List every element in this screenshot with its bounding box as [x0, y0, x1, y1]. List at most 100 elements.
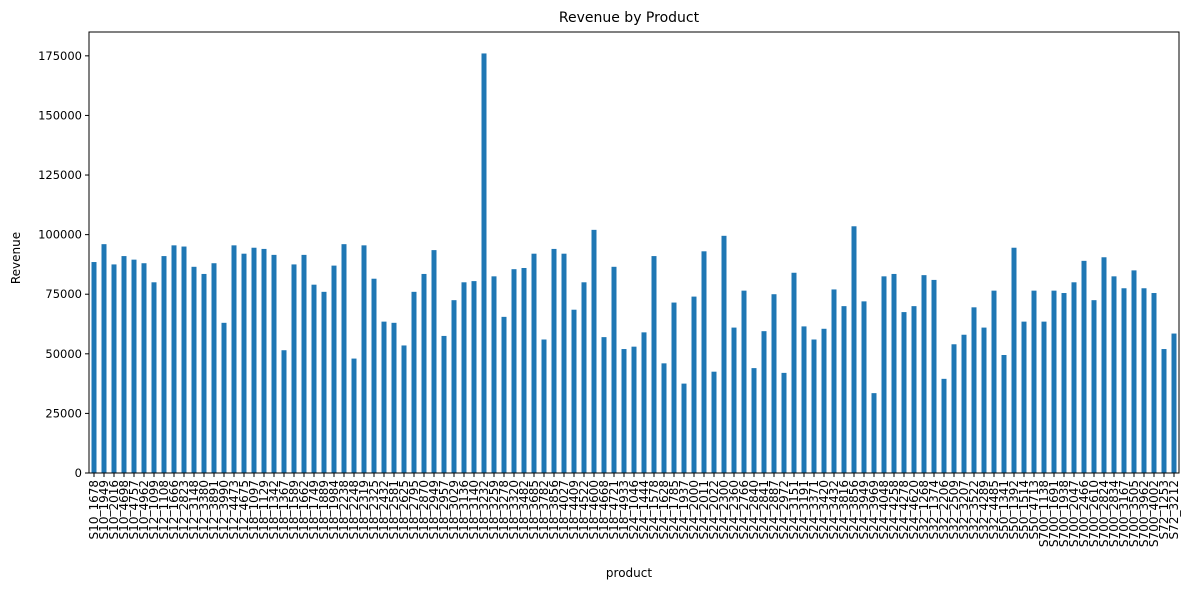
bar-s18-4027 [561, 253, 567, 473]
bar-s24-2011 [701, 251, 707, 473]
bar-s18-3029 [451, 300, 457, 473]
x-tick-label: S24_3949 [857, 480, 871, 539]
x-tick-label: S18_4522 [577, 480, 591, 539]
bar-s18-2319 [361, 245, 367, 473]
bar-s18-1589 [291, 264, 297, 473]
x-tick-label: S24_2840 [747, 480, 761, 539]
x-tick-label: S12_3990 [217, 480, 231, 539]
bar-s12-2823 [181, 246, 187, 473]
bar-s18-3856 [551, 248, 557, 473]
x-tick-label: S24_2300 [717, 480, 731, 539]
y-tick-label: 150000 [38, 108, 82, 122]
bar-s700-2824 [1101, 257, 1107, 473]
bar-s24-3856 [851, 226, 857, 473]
x-tick-label: S24_3969 [867, 480, 881, 539]
bar-s18-1749 [311, 284, 317, 473]
x-tick-label: S24_3816 [837, 480, 851, 539]
x-tick-label: S18_3856 [547, 480, 561, 539]
x-axis-label: product [606, 566, 652, 580]
x-tick-label: S700_2610 [1087, 480, 1101, 547]
bar-s18-2432 [381, 321, 387, 473]
bar-s18-1129 [261, 248, 267, 473]
x-tick-label: S24_2841 [757, 480, 771, 539]
x-tick-label: S10_4757 [127, 480, 141, 539]
x-tick-label: S18_2949 [427, 480, 441, 539]
bar-s18-4933 [621, 349, 627, 473]
x-tick-label: S24_4258 [887, 480, 901, 539]
x-tick-label: S18_3136 [457, 480, 471, 539]
x-tick-label: S18_2325 [367, 480, 381, 539]
bar-s12-4675 [241, 253, 247, 473]
x-tick-label: S32_4485 [987, 480, 1001, 539]
bar-s700-2610 [1091, 300, 1097, 473]
x-tick-label: S700_1138 [1037, 480, 1051, 547]
bar-s10-4962 [141, 263, 147, 473]
x-tick-label: S50_1514 [1017, 480, 1031, 539]
x-tick-label: S18_3029 [447, 480, 461, 539]
bar-s10-2016 [111, 264, 117, 473]
bar-s24-2300 [721, 235, 727, 473]
bar-s18-1097 [251, 247, 257, 473]
bar-s18-4668 [601, 337, 607, 473]
x-tick-label: S18_1342 [267, 480, 281, 539]
bar-s10-1949 [101, 244, 107, 473]
y-tick-label: 75000 [45, 287, 82, 301]
bar-s18-2795 [411, 291, 417, 473]
bar-s24-4048 [881, 276, 887, 473]
x-tick-label: S18_4933 [617, 480, 631, 539]
bar-s18-2957 [441, 335, 447, 473]
x-tick-label: S700_2047 [1067, 480, 1081, 547]
bar-s18-4600 [591, 229, 597, 473]
x-tick-label: S18_1589 [287, 480, 301, 539]
bar-s18-3232 [481, 53, 487, 474]
bar-s18-1662 [301, 254, 307, 473]
bar-s50-1514 [1021, 321, 1027, 473]
bar-s700-2466 [1081, 260, 1087, 473]
x-tick-label: S32_2509 [947, 480, 961, 539]
bar-s18-3482 [521, 267, 527, 473]
bar-s24-2841 [761, 331, 767, 473]
x-tick-label: S72_1253 [1157, 480, 1171, 539]
bar-s18-2870 [421, 273, 427, 473]
bar-s18-3140 [471, 281, 477, 473]
bar-s700-1691 [1051, 290, 1057, 473]
x-tick-label: S24_3191 [797, 480, 811, 539]
x-tick-label: S18_1097 [247, 480, 261, 539]
chart-title: Revenue by Product [559, 10, 700, 26]
bar-s32-3207 [961, 334, 967, 473]
x-tick-label: S12_3148 [187, 480, 201, 539]
x-tick-label: S32_3522 [967, 480, 981, 539]
bar-s12-4473 [231, 245, 237, 473]
bar-s10-4698 [121, 256, 127, 473]
bar-s24-2972 [781, 372, 787, 473]
bar-s18-3278 [501, 316, 507, 473]
bar-s24-4278 [901, 312, 907, 473]
bar-s32-1374 [931, 279, 937, 473]
y-axis-ticks: 0 25000 50000 75000 100000 125000 150000 175000 [38, 49, 89, 480]
x-tick-label: S18_2248 [347, 480, 361, 539]
bar-s18-2248 [351, 358, 357, 473]
bar-s24-2840 [751, 368, 757, 473]
x-tick-label: S24_3151 [787, 480, 801, 539]
x-tick-label: S12_4473 [227, 480, 241, 539]
x-tick-label: S24_1444 [637, 480, 651, 539]
bar-s24-2766 [741, 290, 747, 473]
bar-s12-3148 [191, 266, 197, 473]
x-tick-label: S18_4409 [567, 480, 581, 539]
y-axis-label: Revenue [9, 232, 23, 284]
bar-s32-4485 [991, 290, 997, 473]
x-tick-label: S18_3259 [487, 480, 501, 539]
x-tick-label: S24_1628 [657, 480, 671, 539]
bar-s72-1253 [1161, 349, 1167, 473]
x-tick-label: S24_2887 [767, 480, 781, 539]
x-tick-label: S24_2360 [727, 480, 741, 539]
bar-s24-4258 [891, 273, 897, 473]
x-tick-label: S32_1374 [927, 480, 941, 539]
bar-s24-3949 [861, 301, 867, 473]
bar-s32-2509 [951, 344, 957, 473]
bar-s18-3320 [511, 269, 517, 473]
x-tick-label: S10_4962 [137, 480, 151, 539]
x-tick-label: S700_2834 [1107, 480, 1121, 547]
bar-s18-1367 [281, 350, 287, 473]
